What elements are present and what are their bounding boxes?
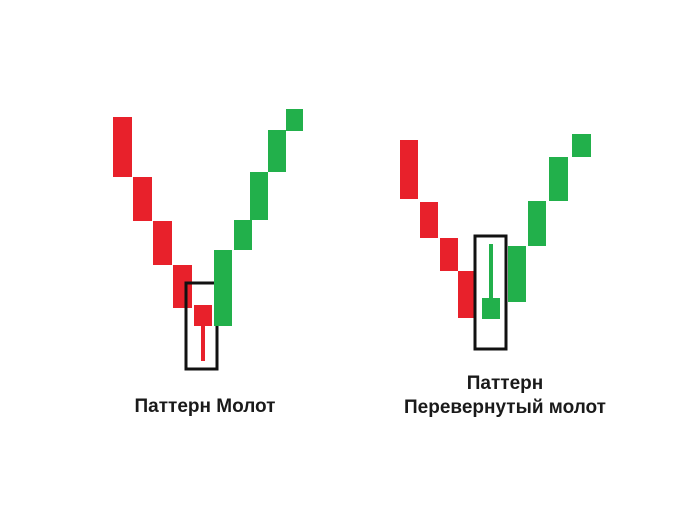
bullish-candle: [508, 246, 526, 302]
bearish-candle: [458, 271, 476, 318]
bearish-candle: [400, 140, 418, 199]
bullish-candle: [234, 220, 252, 250]
bullish-candle: [286, 109, 303, 131]
bullish-candle: [268, 130, 286, 172]
inverted-hammer-pattern: [400, 134, 591, 351]
bearish-candle: [420, 202, 438, 238]
bullish-candle: [214, 250, 232, 326]
hammer-pattern-caption: Паттерн Молот: [134, 396, 276, 417]
bearish-candle: [153, 221, 172, 265]
hammer-pattern: [113, 109, 303, 371]
bearish-candle: [440, 238, 458, 271]
bullish-candle: [549, 157, 568, 201]
inverted-hammer-caption-line1: Паттерн: [466, 373, 544, 394]
hammer-candle-body: [194, 305, 212, 326]
bullish-candle: [250, 172, 268, 220]
bullish-candle: [572, 134, 591, 157]
bearish-candle: [133, 177, 152, 221]
bearish-candle: [113, 117, 132, 177]
bullish-candle: [528, 201, 546, 246]
inverted-hammer-highlight-box: [473, 234, 508, 351]
inverted-hammer-caption-line2: Перевернутый молот: [404, 397, 606, 418]
bearish-candle: [173, 265, 192, 308]
inverted-hammer-candle-body: [482, 298, 500, 319]
